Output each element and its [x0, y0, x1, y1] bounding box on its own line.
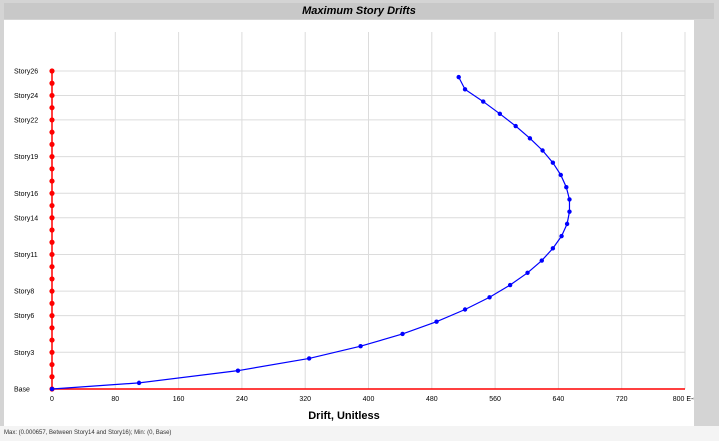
status-bar: Max: (0.000657, Between Story14 and Stor…	[0, 426, 719, 441]
y-tick-label: Story14	[14, 215, 38, 222]
drift-point	[564, 184, 569, 190]
x-tick-label: 80	[111, 396, 119, 403]
y-tick-label: Story8	[14, 289, 34, 296]
y-tick-label: Story6	[14, 313, 34, 320]
y-tick-label: Story24	[14, 93, 38, 100]
story-level-marker	[49, 251, 55, 258]
drift-point	[540, 148, 545, 153]
drift-point	[550, 246, 556, 251]
story-level-marker	[49, 313, 55, 319]
drift-point	[136, 380, 142, 386]
story-level-marker	[49, 361, 55, 368]
y-tick-label: Story3	[14, 350, 34, 357]
x-tick-labels: 0 80 160 240 320 400 480 560 640 720 800 E-6	[50, 396, 697, 403]
y-tick-label: Story19	[14, 154, 38, 161]
story-level-marker	[49, 300, 55, 306]
drift-point	[567, 209, 572, 214]
x-tick-label: 320	[299, 396, 311, 403]
story-level-marker	[49, 80, 55, 86]
x-tick-label: 720	[616, 396, 628, 403]
story-level-marker	[49, 105, 55, 111]
drift-point	[497, 111, 503, 117]
x-tick-label: 400	[363, 396, 375, 403]
x-axis-label: Drift, Unitless	[308, 410, 380, 422]
story-level-marker	[49, 349, 55, 355]
plot-area[interactable]: Base Story3 Story6 Story8 Story11 Story14 Stor…	[4, 20, 697, 426]
story-level-marker	[49, 325, 55, 331]
y-tick-label: Story26	[14, 69, 38, 76]
story-level-marker	[49, 239, 55, 245]
x-tick-label: 560	[489, 396, 501, 403]
story-level-marker	[49, 178, 55, 184]
drift-point	[539, 258, 544, 263]
y-tick-labels: Base Story3 Story6 Story8 Story11 Story14 Stor…	[14, 69, 38, 394]
right-gutter	[694, 20, 715, 426]
x-tick-label: 240	[236, 396, 248, 403]
story-level-marker	[49, 276, 55, 282]
story-level-marker	[49, 154, 55, 160]
story-level-marker	[49, 190, 55, 196]
drift-point	[525, 270, 530, 276]
x-tick-label: 800 E-6	[673, 396, 694, 403]
story-level-marker	[49, 288, 55, 294]
story-level-marker	[49, 337, 55, 343]
x-tick-label: 480	[426, 396, 438, 403]
story-level-marker	[49, 117, 55, 123]
y-tick-label: Story16	[14, 191, 38, 198]
drift-point	[558, 172, 563, 178]
drift-point	[564, 221, 570, 227]
drift-line	[51, 76, 571, 390]
drift-point	[306, 356, 312, 361]
story-level-marker	[49, 215, 55, 221]
y-tick-label: Base	[14, 387, 30, 394]
story-level-marker	[49, 68, 55, 74]
drift-point	[462, 87, 468, 92]
y-tick-label: Story22	[14, 117, 38, 124]
story-level-marker	[49, 202, 55, 209]
story-level-marker	[49, 166, 55, 172]
drift-point	[400, 331, 405, 337]
story-level-marker	[49, 227, 55, 233]
drift-point	[434, 319, 439, 324]
drift-point	[550, 160, 556, 165]
story-level-marker	[49, 141, 55, 147]
drift-point	[462, 307, 468, 312]
drift-point	[49, 386, 55, 392]
drift-point	[487, 295, 492, 300]
drift-point	[527, 136, 533, 141]
drift-point	[513, 123, 518, 129]
x-tick-label: 160	[173, 396, 185, 403]
drift-point	[481, 99, 486, 104]
x-tick-label: 640	[553, 396, 565, 403]
drift-point	[235, 368, 241, 373]
drift-point	[358, 343, 363, 349]
drift-point	[567, 197, 572, 202]
axes	[49, 68, 685, 392]
story-level-marker	[49, 129, 55, 135]
story-level-marker	[49, 92, 55, 99]
drift-chart: Base Story3 Story6 Story8 Story11 Story14 Stor…	[14, 32, 697, 422]
drift-point	[456, 74, 461, 80]
story-level-marker	[49, 264, 55, 270]
grid-lines	[52, 32, 686, 389]
drift-point	[559, 233, 564, 239]
x-tick-label: 0	[50, 396, 54, 403]
story-level-marker	[49, 374, 55, 380]
series-group	[49, 74, 572, 392]
drift-point	[507, 282, 513, 288]
chart-title: Maximum Story Drifts	[4, 3, 714, 19]
y-tick-label: Story11	[14, 252, 38, 259]
